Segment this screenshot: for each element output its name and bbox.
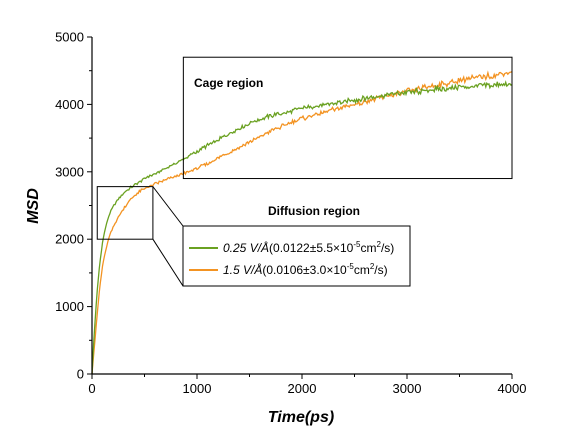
- diffusion-leader-top: [152, 186, 184, 227]
- legend-entry-series-2: 1.5 V/Å(0.0106±3.0×10-5cm2/s): [223, 262, 388, 277]
- y-tick-label-4000: 4000: [55, 97, 84, 112]
- y-tick-label-3000: 3000: [55, 164, 84, 179]
- diffusion-leader-bottom: [152, 238, 184, 287]
- y-tick-label-2000: 2000: [55, 232, 84, 247]
- x-tick-label-2000: 2000: [288, 381, 317, 396]
- legend-entry-series-1: 0.25 V/Å(0.0122±5.5×10-5cm2/s): [223, 240, 394, 255]
- legend: 0.25 V/Å(0.0122±5.5×10-5cm2/s) 1.5 V/Å(0…: [182, 225, 411, 287]
- x-axis-title: Time(ps): [268, 409, 334, 426]
- x-tick-label-1000: 1000: [183, 381, 212, 396]
- legend-box: [182, 225, 411, 287]
- y-tick-label-0: 0: [77, 367, 84, 382]
- cage-region-label: Cage region: [194, 76, 263, 90]
- series-line-1: [91, 80, 513, 375]
- x-tick-label-0: 0: [88, 381, 95, 396]
- x-tick-label-4000: 4000: [498, 381, 527, 396]
- y-tick-label-5000: 5000: [55, 30, 84, 45]
- y-axis-title: MSD: [25, 188, 42, 224]
- series-line-2: [91, 70, 513, 375]
- cage-region-box: [182, 56, 513, 180]
- diffusion-region-label: Diffusion region: [268, 204, 360, 218]
- diffusion-region-box: [96, 186, 154, 240]
- y-tick-label-1000: 1000: [55, 299, 84, 314]
- x-tick-label-3000: 3000: [393, 381, 422, 396]
